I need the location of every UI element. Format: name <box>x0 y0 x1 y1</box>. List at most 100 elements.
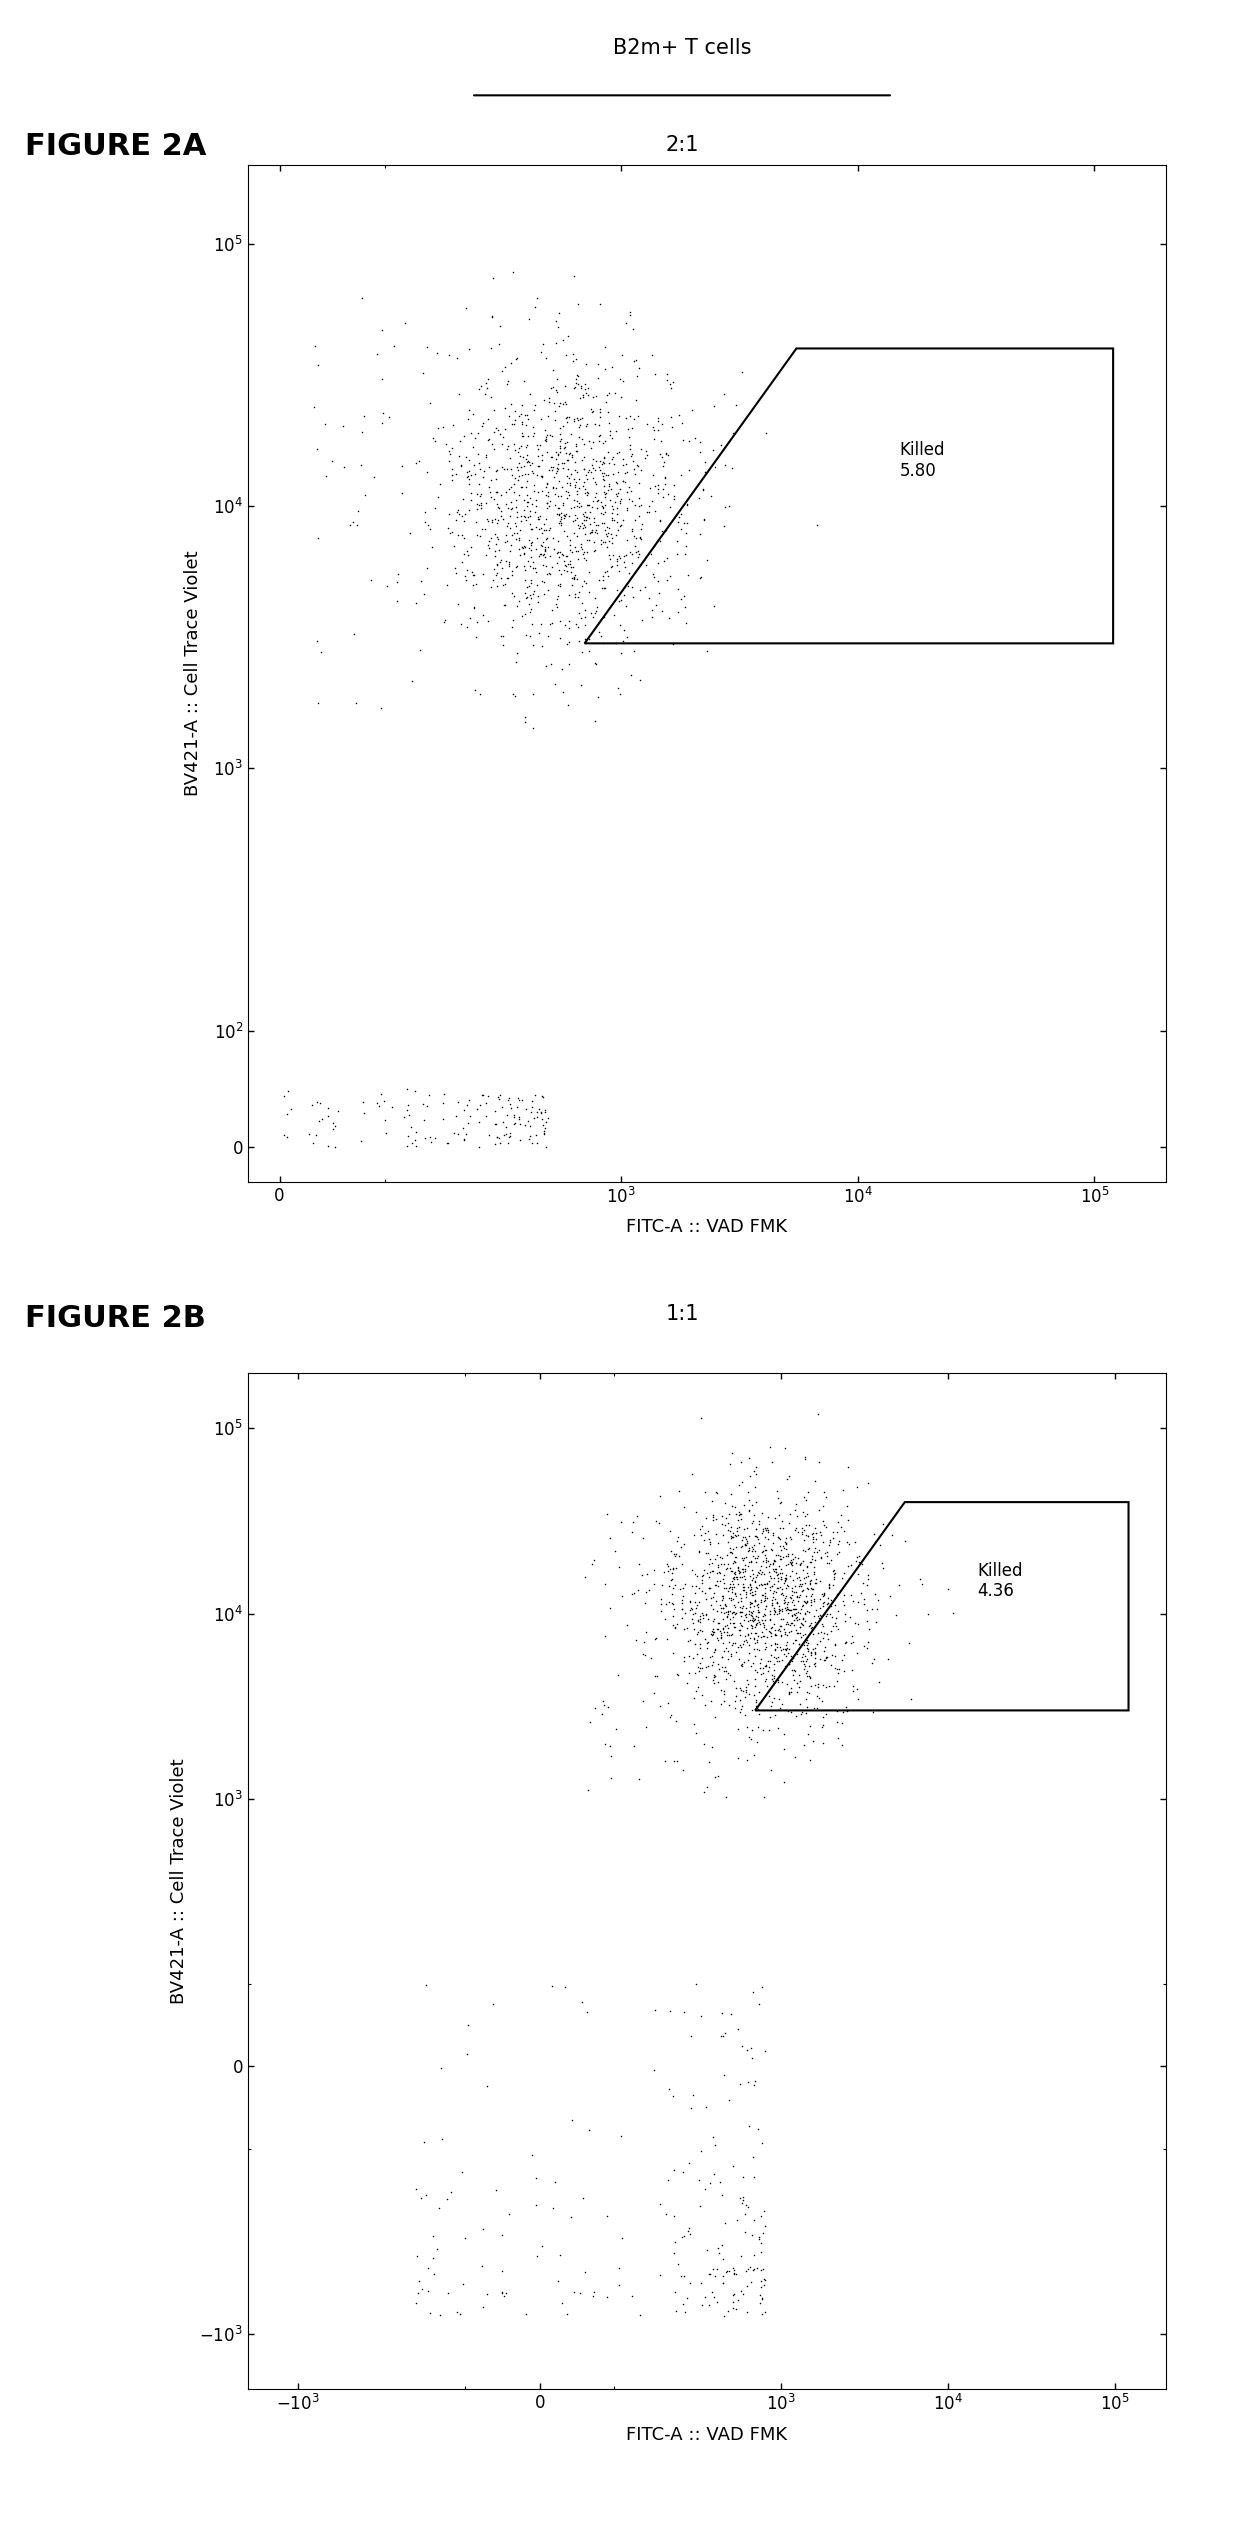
Point <box>683 2074 703 2115</box>
Point <box>477 419 497 460</box>
Point <box>574 447 594 488</box>
Point <box>799 1515 818 1556</box>
Point <box>507 1085 527 1126</box>
Point <box>553 534 573 574</box>
Point <box>552 648 572 689</box>
Point <box>768 1568 787 1609</box>
Point <box>585 511 605 552</box>
Point <box>828 1523 848 1563</box>
Point <box>522 605 542 646</box>
Point <box>712 1617 732 1657</box>
Point <box>551 422 570 463</box>
Point <box>730 1579 750 1619</box>
Point <box>686 1670 706 1711</box>
Point <box>714 506 734 547</box>
Point <box>817 1637 837 1678</box>
Point <box>658 1546 678 1586</box>
Point <box>618 1604 637 1645</box>
Point <box>534 508 554 549</box>
Point <box>491 491 511 531</box>
Point <box>790 1624 810 1665</box>
Point <box>507 496 527 536</box>
Point <box>713 1576 733 1617</box>
Point <box>811 1515 831 1556</box>
Point <box>813 1607 833 1647</box>
Point <box>505 425 525 465</box>
Point <box>591 486 611 526</box>
Point <box>797 1629 817 1670</box>
Point <box>589 610 609 651</box>
Point <box>828 1591 848 1632</box>
Point <box>737 1520 756 1561</box>
Point <box>595 1617 615 1657</box>
Point <box>585 463 605 503</box>
Point <box>508 432 528 473</box>
Point <box>756 1540 776 1581</box>
Point <box>815 1627 835 1668</box>
Point <box>766 1551 786 1591</box>
Point <box>512 526 532 567</box>
Point <box>469 369 489 409</box>
Point <box>569 508 589 549</box>
Point <box>463 552 482 592</box>
Point <box>485 498 505 539</box>
Point <box>786 1553 806 1594</box>
Point <box>776 1535 796 1576</box>
Point <box>750 1581 770 1622</box>
Point <box>600 1726 620 1767</box>
Point <box>733 1568 753 1609</box>
Point <box>492 547 512 587</box>
Point <box>753 1566 773 1607</box>
Point <box>841 1573 861 1614</box>
Point <box>723 1601 743 1642</box>
Point <box>500 1116 520 1157</box>
Point <box>742 1594 761 1635</box>
Point <box>774 1584 794 1624</box>
Point <box>506 641 526 681</box>
Point <box>805 1540 825 1581</box>
Point <box>714 1629 734 1670</box>
Point <box>458 608 477 648</box>
Point <box>796 1693 816 1734</box>
Point <box>477 600 497 641</box>
Point <box>613 437 632 478</box>
Point <box>701 1568 720 1609</box>
Point <box>770 1688 790 1729</box>
Point <box>862 1589 882 1629</box>
Point <box>827 1690 847 1731</box>
Point <box>692 1571 712 1612</box>
Point <box>625 486 645 526</box>
Point <box>760 1566 780 1607</box>
Point <box>730 1680 750 1721</box>
Point <box>525 414 544 455</box>
Point <box>532 440 552 480</box>
Point <box>703 1601 723 1642</box>
Point <box>699 2285 719 2326</box>
Point <box>590 285 610 325</box>
Point <box>791 1566 811 1607</box>
Point <box>650 1474 670 1515</box>
Point <box>750 2283 770 2323</box>
Point <box>715 1482 735 1523</box>
Point <box>724 2252 744 2293</box>
Point <box>631 486 651 526</box>
Point <box>837 1622 857 1662</box>
Point <box>805 1632 825 1673</box>
Point <box>755 1507 775 1548</box>
Point <box>397 1091 417 1131</box>
Point <box>797 1627 817 1668</box>
Point <box>786 1619 806 1660</box>
Point <box>787 1612 807 1652</box>
Point <box>689 1568 709 1609</box>
Point <box>601 513 621 554</box>
Point <box>649 541 668 582</box>
Point <box>725 1576 745 1617</box>
Point <box>593 559 613 600</box>
Point <box>621 1512 641 1553</box>
Point <box>553 384 573 425</box>
Point <box>677 513 697 554</box>
Point <box>626 341 646 381</box>
Point <box>425 488 445 529</box>
Point <box>594 567 614 608</box>
Point <box>711 1553 730 1594</box>
